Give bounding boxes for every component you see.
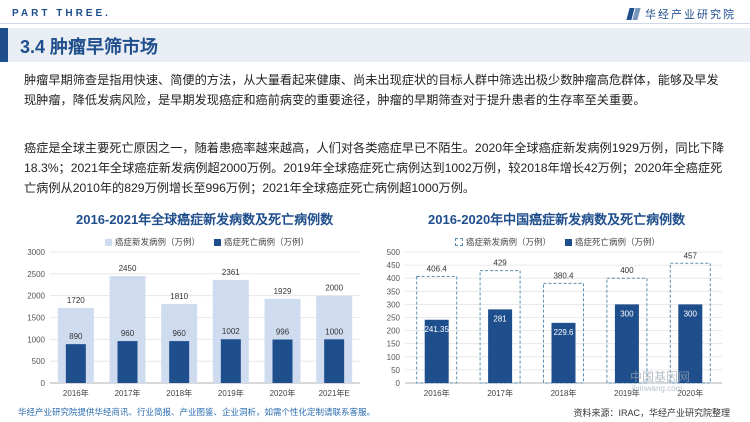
brand: 华经产业研究院 xyxy=(626,6,736,22)
x-tick-label: 2018年 xyxy=(166,388,192,398)
y-tick-label: 500 xyxy=(387,248,401,257)
footer-note: 华经产业研究院提供华经商讯、行业简报、产业图鉴、企业洞析，如需个性化定制请联系客… xyxy=(18,407,376,417)
data-label-deaths: 300 xyxy=(684,309,698,318)
brand-name: 华经产业研究院 xyxy=(645,9,736,21)
data-label-new-cases: 457 xyxy=(684,251,698,260)
chart-legend-china: 癌症新发病例（万例） 癌症死亡病例（万例） xyxy=(455,236,660,248)
data-label-new-cases: 429 xyxy=(493,259,507,268)
x-tick-label: 2021年E xyxy=(319,388,350,398)
data-label-new-cases: 1929 xyxy=(274,287,292,296)
legend-item-new-cases: 癌症新发病例（万例） xyxy=(105,236,200,248)
y-tick-label: 0 xyxy=(41,379,46,388)
legend-label-deaths: 癌症死亡病例（万例） xyxy=(224,237,310,247)
section-title: 3.4 肿瘤早筛市场 xyxy=(20,37,159,57)
x-tick-label: 2017年 xyxy=(115,388,141,398)
paragraph-stats: 癌症是全球主要死亡原因之一，随着患癌率越来越高，人们对各类癌症早已不陌生。202… xyxy=(24,141,725,195)
x-tick-label: 2020年 xyxy=(270,388,296,398)
x-tick-label: 2017年 xyxy=(487,388,513,398)
data-label-deaths: 241.35 xyxy=(424,325,449,334)
legend-item-deaths: 癌症死亡病例（万例） xyxy=(565,236,660,248)
data-label-deaths: 300 xyxy=(620,309,634,318)
chart-title-global: 2016-2021年全球癌症新发病数及死亡病例数 xyxy=(76,212,334,227)
y-tick-label: 100 xyxy=(387,353,401,362)
legend-swatch-deaths xyxy=(214,238,222,246)
y-tick-label: 500 xyxy=(32,357,46,366)
x-tick-label: 2020年 xyxy=(677,388,703,398)
data-label-deaths: 229.6 xyxy=(553,328,574,337)
x-tick-label: 2016年 xyxy=(63,388,89,398)
legend-swatch-new-cases xyxy=(455,238,463,246)
bar-deaths xyxy=(551,322,576,383)
data-label-deaths: 890 xyxy=(69,332,83,341)
data-label-deaths: 281 xyxy=(493,314,507,323)
y-tick-label: 200 xyxy=(387,327,401,336)
bar-deaths xyxy=(65,344,86,383)
watermark-logo: 中国基因网 xyxy=(630,370,691,384)
y-tick-label: 400 xyxy=(387,274,401,283)
bar-deaths xyxy=(220,339,241,383)
bar-deaths xyxy=(614,304,639,383)
footer-source: 资料来源：IRAC，华经产业研究院整理 xyxy=(573,408,730,418)
y-tick-label: 3000 xyxy=(27,248,45,257)
y-tick-label: 150 xyxy=(387,340,401,349)
data-label-new-cases: 2361 xyxy=(222,268,240,277)
y-tick-label: 1500 xyxy=(27,314,45,323)
bar-deaths xyxy=(424,319,449,383)
data-label-deaths: 1000 xyxy=(325,327,343,336)
legend-label-new-cases: 癌症新发病例（万例） xyxy=(466,237,552,247)
chart-legend-global: 癌症新发病例（万例） 癌症死亡病例（万例） xyxy=(105,236,309,248)
bar-deaths xyxy=(169,341,190,383)
legend-swatch-deaths xyxy=(565,238,573,246)
data-label-new-cases: 2000 xyxy=(325,284,343,293)
data-label-new-cases: 1720 xyxy=(67,296,85,305)
y-tick-label: 300 xyxy=(387,300,401,309)
y-tick-label: 250 xyxy=(387,314,401,323)
part-label: PART THREE. xyxy=(12,8,111,19)
chart-title-china: 2016-2020年中国癌症新发病数及死亡病例数 xyxy=(428,212,686,227)
bar-deaths xyxy=(678,304,703,383)
y-tick-label: 450 xyxy=(387,261,401,270)
legend-swatch-new-cases xyxy=(105,238,112,246)
bar-new-cases xyxy=(606,277,648,384)
bar-deaths xyxy=(324,339,345,383)
data-label-new-cases: 400 xyxy=(620,266,634,275)
section-title-bar xyxy=(0,28,750,62)
y-tick-label: 350 xyxy=(387,287,401,296)
x-tick-label: 2019年 xyxy=(218,388,244,398)
bar-deaths xyxy=(488,309,513,383)
data-label-new-cases: 1810 xyxy=(170,292,188,301)
data-label-new-cases: 406.4 xyxy=(427,265,448,274)
data-label-deaths: 960 xyxy=(172,329,186,338)
y-tick-label: 2000 xyxy=(27,292,45,301)
data-label-deaths: 1002 xyxy=(222,327,240,336)
y-tick-label: 50 xyxy=(391,366,400,375)
x-tick-label: 2019年 xyxy=(614,388,640,398)
bar-deaths xyxy=(117,341,138,383)
data-label-new-cases: 2450 xyxy=(119,264,137,273)
legend-label-deaths: 癌症死亡病例（万例） xyxy=(575,237,661,247)
watermark-url: jiyinwang.com xyxy=(632,384,683,393)
legend-item-new-cases: 癌症新发病例（万例） xyxy=(455,236,551,248)
paragraph-intro: 肿瘤早期筛查是指用快速、简便的方法，从大量看起来健康、尚未出现症状的目标人群中筛… xyxy=(24,73,719,107)
legend-label-new-cases: 癌症新发病例（万例） xyxy=(115,237,201,247)
bar-new-cases xyxy=(669,262,711,384)
y-tick-label: 2500 xyxy=(27,270,45,279)
x-tick-label: 2016年 xyxy=(424,388,450,398)
data-label-deaths: 996 xyxy=(276,328,290,337)
x-tick-label: 2018年 xyxy=(551,388,577,398)
data-label-deaths: 960 xyxy=(121,329,135,338)
bar-deaths xyxy=(272,339,293,383)
section-title-accent xyxy=(0,28,8,62)
bar-new-cases xyxy=(543,282,584,384)
header-divider xyxy=(0,23,750,24)
legend-item-deaths: 癌症死亡病例（万例） xyxy=(214,236,309,248)
y-tick-label: 1000 xyxy=(27,335,45,344)
data-label-new-cases: 380.4 xyxy=(553,271,574,280)
y-tick-label: 0 xyxy=(396,379,401,388)
